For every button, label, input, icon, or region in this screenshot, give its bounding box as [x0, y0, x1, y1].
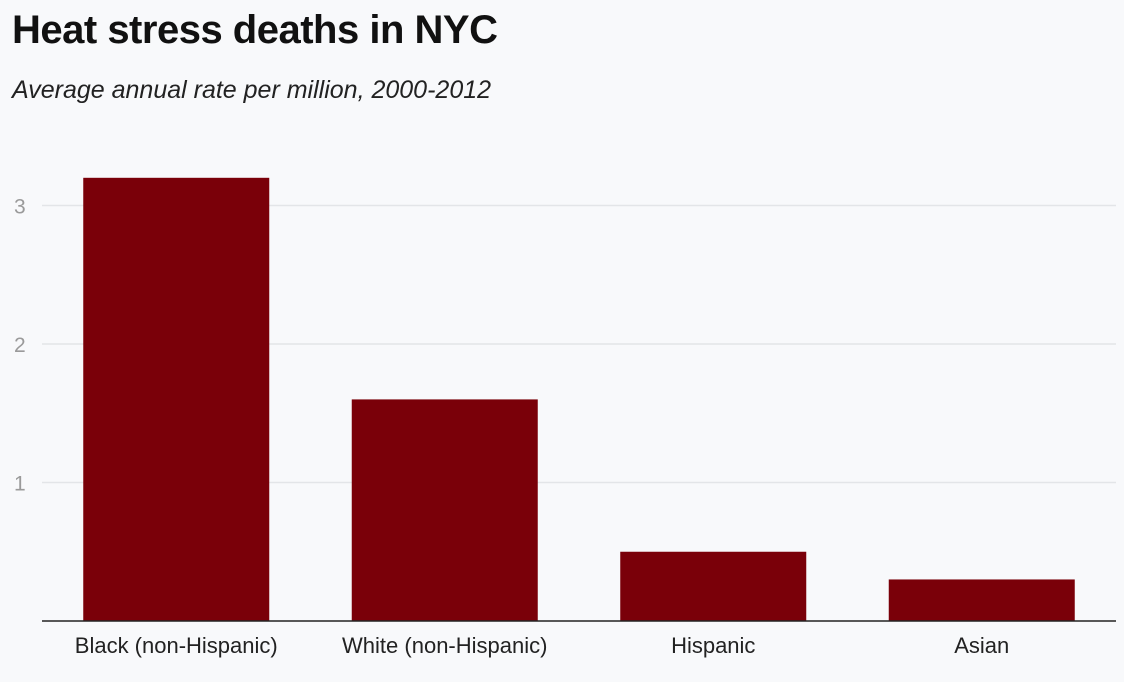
x-category-label-3: Asian — [954, 633, 1009, 658]
bar-0 — [83, 177, 270, 622]
x-category-label-2: Hispanic — [671, 633, 755, 658]
bar-3 — [888, 579, 1075, 621]
y-tick-label-3: 3 — [14, 196, 26, 219]
y-tick-label-1: 1 — [14, 473, 26, 496]
x-category-label-1: White (non-Hispanic) — [342, 633, 547, 658]
x-category-label-0: Black (non-Hispanic) — [75, 633, 278, 658]
bar-1 — [351, 399, 538, 621]
chart-subtitle: Average annual rate per million, 2000-20… — [12, 76, 492, 104]
chart-title: Heat stress deaths in NYC — [12, 8, 498, 52]
y-tick-label-2: 2 — [14, 334, 26, 357]
bar-2 — [620, 551, 807, 621]
